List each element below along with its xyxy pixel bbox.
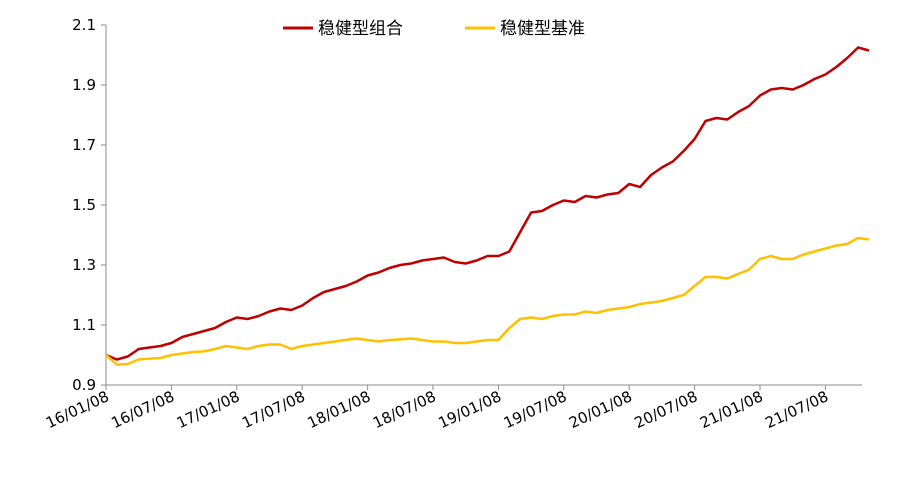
legend-label-benchmark: 稳健型基准 (500, 19, 585, 39)
series-layer (105, 46, 870, 366)
x-tick-label: 20/07/08 (632, 387, 701, 432)
x-tick-label: 19/07/08 (501, 387, 570, 432)
x-tick-label: 16/07/08 (108, 387, 177, 432)
x-tick-label: 21/07/08 (762, 387, 831, 432)
y-tick-label: 1.3 (72, 256, 96, 274)
x-tick-label: 17/07/08 (239, 387, 308, 432)
y-tick-label: 1.5 (72, 196, 96, 214)
series-line-portfolio (105, 46, 870, 361)
x-tick-label: 17/01/08 (174, 387, 243, 432)
y-tick-label: 1.9 (72, 76, 96, 94)
x-tick-label: 16/01/08 (43, 387, 112, 432)
y-tick-label: 1.1 (72, 316, 96, 334)
x-tick-label: 19/01/08 (435, 387, 504, 432)
x-tick-label: 20/01/08 (566, 387, 635, 432)
y-tick-label: 0.9 (72, 376, 96, 394)
legend-item-portfolio: 稳健型组合 (283, 19, 403, 39)
x-tick-label: 18/07/08 (370, 387, 439, 432)
y-tick-label: 1.7 (72, 136, 96, 154)
legend: 稳健型组合 稳健型基准 (283, 19, 585, 39)
x-axis: 16/01/0816/07/0817/01/0817/07/0818/01/08… (43, 384, 862, 432)
legend-item-benchmark: 稳健型基准 (465, 19, 585, 39)
x-tick-label: 18/01/08 (305, 387, 374, 432)
legend-label-portfolio: 稳健型组合 (318, 19, 403, 39)
y-axis: 0.9 1.1 1.3 1.5 1.7 1.9 2.1 (72, 16, 107, 394)
x-tick-label: 21/01/08 (697, 387, 766, 432)
series-line-benchmark (105, 236, 870, 366)
y-tick-label: 2.1 (72, 16, 96, 34)
